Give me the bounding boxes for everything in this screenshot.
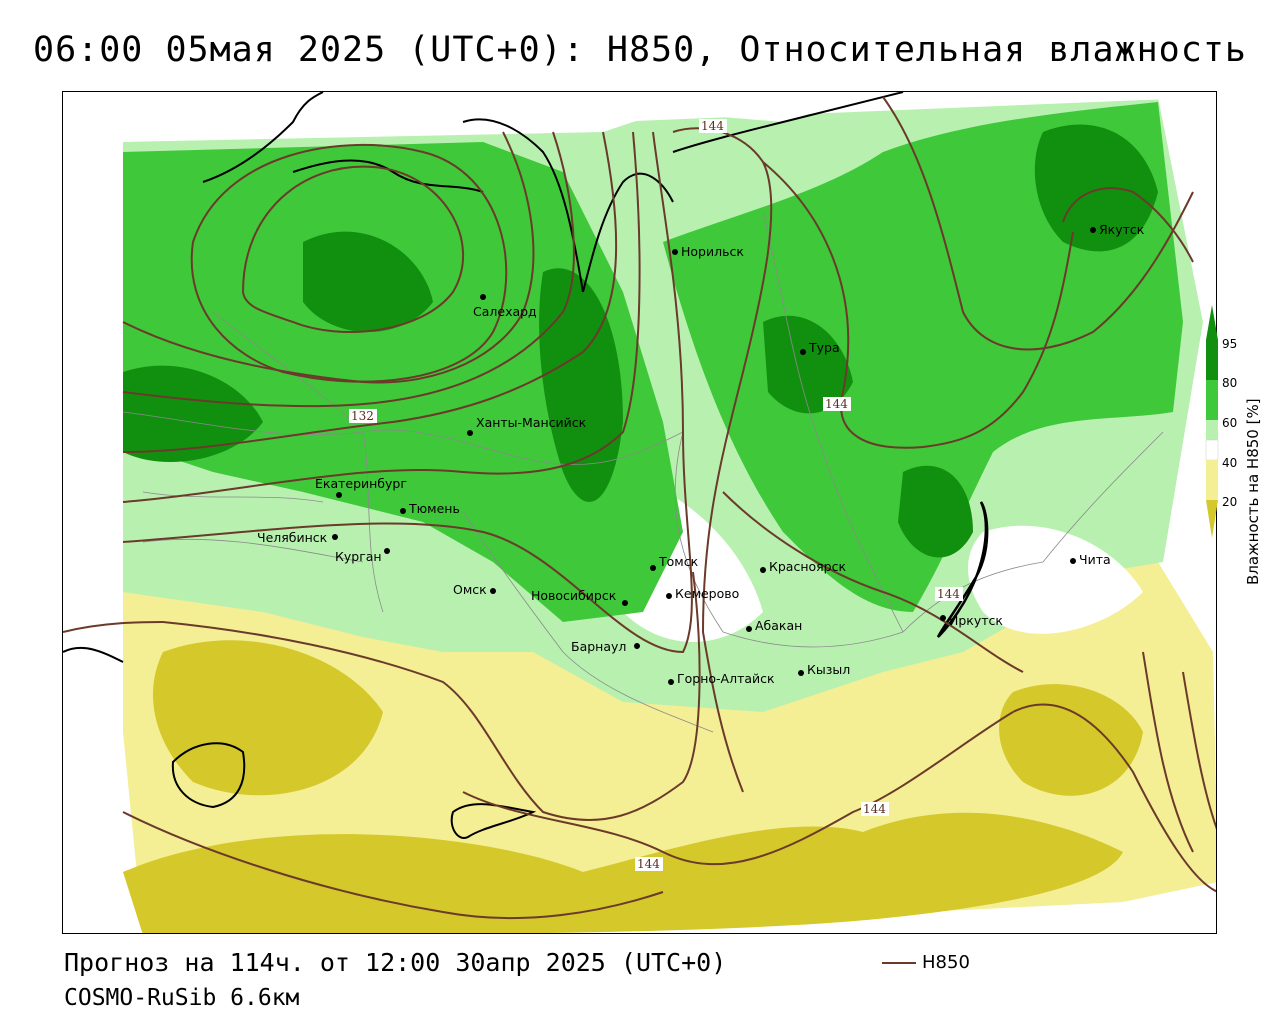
- very-wet-patch: [1034, 124, 1158, 252]
- h850-legend: H850: [882, 952, 970, 973]
- humidity-colorbar: [1205, 305, 1219, 538]
- colorbar-bottom-arrow: [1206, 500, 1218, 538]
- aral-sea: [171, 742, 246, 809]
- contour-label: 144: [701, 119, 724, 133]
- very-wet-patch: [898, 465, 973, 558]
- contour-label: 144: [863, 802, 886, 816]
- contour-label: 144: [637, 857, 660, 871]
- very-wet-patch: [123, 365, 263, 462]
- city-label: Томск: [658, 554, 699, 569]
- city-label: Барнаул: [571, 639, 626, 654]
- contour-labels: 144 132 144 144 144 144: [349, 119, 963, 871]
- colorbar-tick: 95: [1222, 337, 1238, 351]
- balkhash-lake: [450, 803, 537, 839]
- contour-label: 144: [937, 587, 960, 601]
- map-title: 06:00 05мая 2025 (UTC+0): H850, Относите…: [33, 30, 1247, 70]
- very-dry-patch: [123, 812, 1123, 933]
- h850-legend-label: H850: [922, 952, 970, 973]
- city-label: Тюмень: [408, 501, 460, 516]
- city-label: Якутск: [1099, 222, 1145, 237]
- colorbar-band-95: [1206, 340, 1218, 380]
- colorbar-tick: 20: [1222, 495, 1238, 509]
- model-name: COSMO-RuSib 6.6км: [64, 985, 300, 1011]
- colorbar-band-50: [1205, 439, 1219, 461]
- very-wet-patch: [303, 231, 433, 332]
- city-label: Абакан: [755, 618, 802, 633]
- colorbar-tick: 80: [1222, 376, 1238, 390]
- colorbar-tick: 40: [1222, 456, 1238, 470]
- h850-contours: [63, 96, 1216, 920]
- city-label: Чита: [1079, 552, 1111, 567]
- contour-label: 132: [351, 409, 374, 423]
- colorbar-top-arrow: [1206, 305, 1218, 340]
- city-label: Кемерово: [675, 586, 739, 601]
- mid-zone: [968, 525, 1143, 634]
- city-label: Ханты-Мансийск: [476, 415, 587, 430]
- city-label: Тура: [808, 340, 840, 355]
- coastlines: [63, 92, 989, 839]
- colorbar-band-80: [1206, 380, 1218, 420]
- city-label: Челябинск: [257, 530, 328, 545]
- city-label: Новосибирск: [531, 588, 617, 603]
- map-canvas: 144 132 144 144 144 144 Норильск Якутск …: [63, 92, 1216, 933]
- colorbar-band-60: [1206, 420, 1218, 440]
- city-label: Екатеринбург: [315, 476, 407, 491]
- very-dry-patch: [999, 684, 1143, 796]
- forecast-info: Прогноз на 114ч. от 12:00 30апр 2025 (UT…: [64, 948, 727, 977]
- city-label: Красноярск: [769, 559, 846, 574]
- city-label: Курган: [335, 549, 382, 564]
- very-wet-patch: [539, 268, 623, 502]
- region-borders: [122, 211, 1164, 733]
- outside-domain: [1158, 97, 1216, 608]
- colorbar-title: Влажность на H850 [%]: [1244, 398, 1262, 585]
- city-label: Норильск: [681, 244, 744, 259]
- city-markers: Норильск Якутск Салехард Тура Ханты-Манс…: [257, 222, 1145, 686]
- baikal-lake: [936, 501, 989, 638]
- very-wet-patch: [763, 315, 853, 414]
- colorbar-tick: 60: [1222, 416, 1238, 430]
- city-label: Омск: [453, 582, 487, 597]
- colorbar-band-40: [1206, 460, 1218, 500]
- city-label: Кызыл: [807, 662, 850, 677]
- city-label: Салехард: [473, 304, 537, 319]
- forecast-map[interactable]: 144 132 144 144 144 144 Норильск Якутск …: [62, 91, 1217, 934]
- city-label: Иркутск: [949, 613, 1003, 628]
- city-label: Горно-Алтайск: [677, 671, 775, 686]
- very-dry-patch: [153, 640, 383, 796]
- contour-label: 144: [825, 397, 848, 411]
- h850-legend-line: [882, 961, 916, 964]
